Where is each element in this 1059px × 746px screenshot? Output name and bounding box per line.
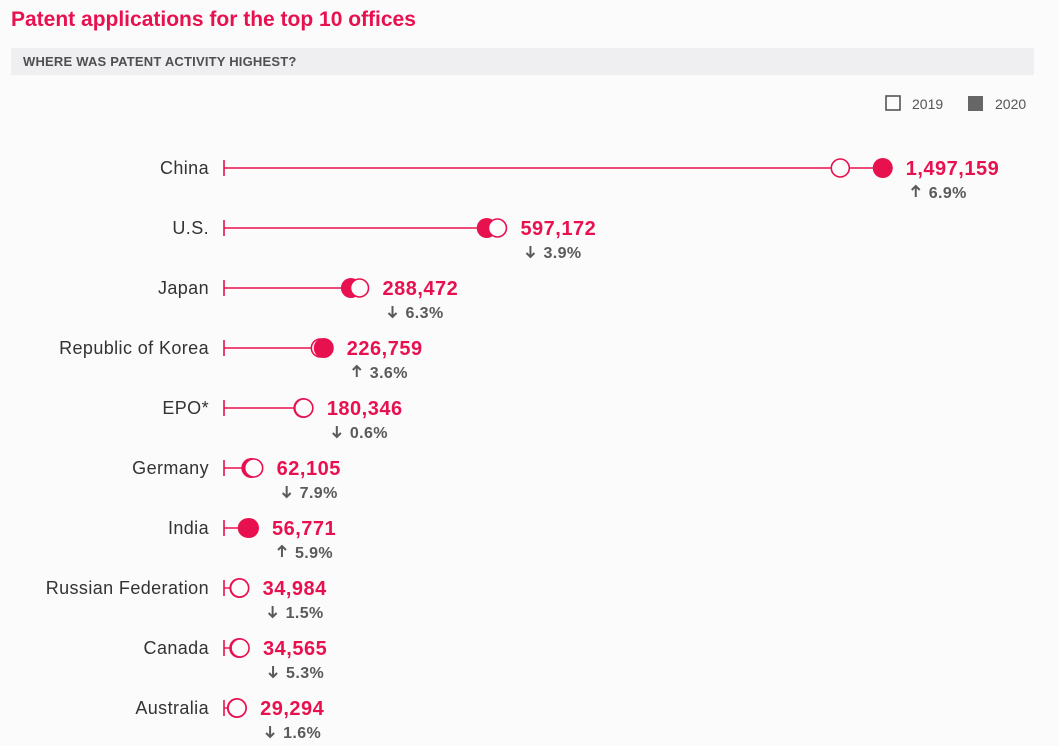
change-label-germany: 7.9% xyxy=(300,485,338,502)
dot-2020 xyxy=(872,158,893,178)
chart-subtitle: WHERE WAS PATENT ACTIVITY HIGHEST? xyxy=(23,54,297,69)
value-label-india: 56,771 xyxy=(272,518,336,540)
arrow-up-icon xyxy=(911,184,921,197)
change-label-china: 6.9% xyxy=(929,185,967,202)
change-label-japan: 6.3% xyxy=(406,305,444,322)
row-label-epo: EPO* xyxy=(162,398,209,418)
row-label-russian-federation: Russian Federation xyxy=(46,578,209,598)
dot-2019 xyxy=(243,458,264,478)
dot-2019 xyxy=(830,158,851,178)
value-label-japan: 288,472 xyxy=(383,278,459,300)
row-label-u-s: U.S. xyxy=(172,218,209,238)
change-label-u-s: 3.9% xyxy=(543,245,581,262)
row-label-china: China xyxy=(160,158,210,178)
arrow-down-icon xyxy=(265,726,275,739)
row-label-japan: Japan xyxy=(158,278,209,298)
change-label-canada: 5.3% xyxy=(286,665,324,682)
dot-2019 xyxy=(227,698,247,718)
legend-2020-label: 2020 xyxy=(995,96,1026,112)
subtitle-bar: WHERE WAS PATENT ACTIVITY HIGHEST? xyxy=(11,48,1034,75)
value-label-australia: 29,294 xyxy=(260,698,325,720)
change-label-india: 5.9% xyxy=(295,545,333,562)
row-label-australia: Australia xyxy=(135,698,209,718)
arrow-down-icon xyxy=(267,606,278,619)
change-label-republic-of-korea: 3.6% xyxy=(370,365,408,382)
legend-2019-label: 2019 xyxy=(912,96,943,112)
dot-2019 xyxy=(230,638,250,658)
arrow-down-icon xyxy=(525,246,536,259)
row-label-canada: Canada xyxy=(144,638,210,658)
dot-2020 xyxy=(313,338,334,358)
value-label-china: 1,497,159 xyxy=(906,158,999,180)
value-label-u-s: 597,172 xyxy=(520,218,596,240)
dot-2020 xyxy=(238,518,259,538)
dot-2019 xyxy=(294,398,314,418)
chart-title: Patent applications for the top 10 offic… xyxy=(11,8,416,31)
change-label-australia: 1.6% xyxy=(283,725,321,742)
legend-2020-marker xyxy=(968,96,983,111)
arrow-down-icon xyxy=(332,426,342,439)
value-label-epo: 180,346 xyxy=(327,398,403,420)
row-label-germany: Germany xyxy=(132,458,209,478)
change-label-epo: 0.6% xyxy=(350,425,388,442)
dot-2019 xyxy=(349,278,370,298)
value-label-germany: 62,105 xyxy=(277,458,341,480)
value-label-canada: 34,565 xyxy=(263,638,327,660)
arrow-down-icon xyxy=(387,306,398,319)
row-label-republic-of-korea: Republic of Korea xyxy=(59,338,209,358)
change-label-russian-federation: 1.5% xyxy=(286,605,324,622)
row-label-india: India xyxy=(168,518,210,538)
value-label-russian-federation: 34,984 xyxy=(263,578,328,600)
arrow-down-icon xyxy=(268,666,278,679)
arrow-up-icon xyxy=(352,364,362,377)
dot-2019 xyxy=(229,578,250,598)
arrow-down-icon xyxy=(281,486,292,499)
value-label-republic-of-korea: 226,759 xyxy=(347,338,423,360)
dot-2019 xyxy=(487,218,508,238)
arrow-up-icon xyxy=(277,544,287,557)
legend-2019-marker xyxy=(885,95,901,111)
